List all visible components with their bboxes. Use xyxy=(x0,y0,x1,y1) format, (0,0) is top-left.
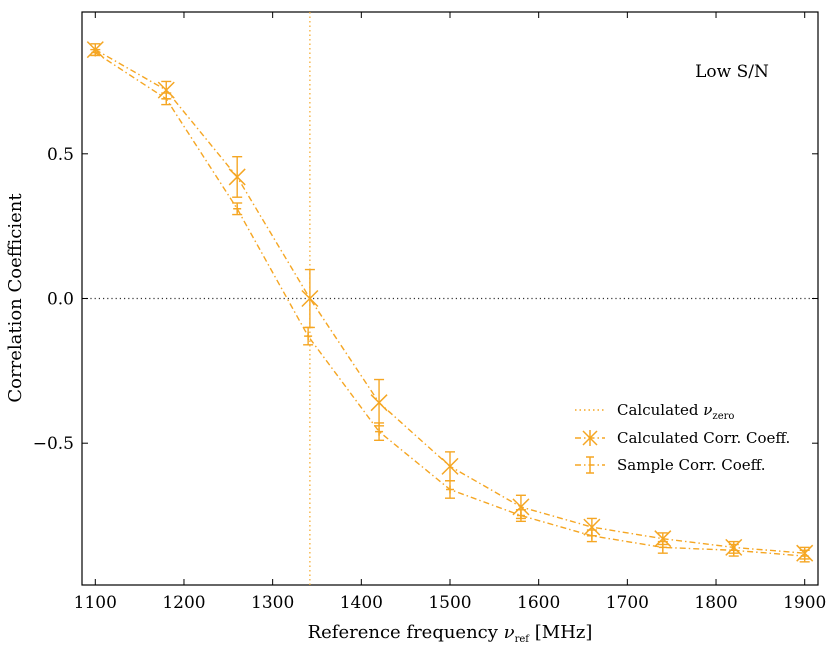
data-point-plus-marker xyxy=(729,546,738,555)
x-axis-label-prefix: Reference frequency xyxy=(308,622,504,643)
legend-sample-label: Sample Corr. Coeff. xyxy=(617,456,766,474)
data-point-plus-marker xyxy=(304,332,313,341)
x-axis-label-sub: ref xyxy=(515,634,531,645)
data-point-x-marker xyxy=(301,289,319,308)
annotation-low-sn: Low S/N xyxy=(695,62,769,82)
data-point-plus-marker xyxy=(658,543,667,552)
data-point-plus-marker xyxy=(375,427,384,436)
y-axis-label: Correlation Coefficient xyxy=(5,193,26,403)
x-axis-label-symbol: ν xyxy=(504,622,515,643)
legend: Calculated νzero Calculated Corr. Coeff.… xyxy=(575,401,790,474)
x-tick-label: 1800 xyxy=(694,593,737,613)
data-point-plus-marker xyxy=(233,204,242,213)
x-axis-label: Reference frequency νref [MHz] xyxy=(308,622,593,645)
x-axis-label-suffix: [MHz] xyxy=(529,622,592,643)
x-tick-label: 1600 xyxy=(517,593,560,613)
data-point-plus-marker xyxy=(587,531,596,540)
x-tick-label: 1200 xyxy=(162,593,205,613)
legend-nu-zero-symbol: ν xyxy=(703,401,712,419)
data-point-x-marker xyxy=(583,518,601,536)
data-point-x-marker xyxy=(370,394,388,412)
data-point-plus-marker xyxy=(516,511,525,520)
reference-lines xyxy=(82,12,818,585)
x-tick-label: 1400 xyxy=(340,593,383,613)
legend-nu-zero-text: Calculated xyxy=(617,401,703,419)
y-tick-label: 0.5 xyxy=(47,145,74,165)
series-sample xyxy=(90,48,810,563)
x-tick-label: 1900 xyxy=(783,593,826,613)
axis-ticks: 1100 1200 1300 1400 1500 1600 1700 1800 1900 −0.5… xyxy=(33,12,826,613)
data-point-x-marker xyxy=(654,530,672,548)
data-point-plus-marker xyxy=(91,48,100,57)
x-tick-label: 1300 xyxy=(251,593,294,613)
y-tick-label: −0.5 xyxy=(33,434,74,454)
series-layer xyxy=(86,41,814,563)
y-tick-label: 0.0 xyxy=(47,290,74,310)
legend-nu-zero-label: Calculated νzero xyxy=(617,401,734,422)
x-tick-label: 1700 xyxy=(606,593,649,613)
data-point-x-marker xyxy=(157,81,175,99)
x-tick-label: 1100 xyxy=(74,593,117,613)
legend-calc-label: Calculated Corr. Coeff. xyxy=(617,429,790,447)
data-point-plus-marker xyxy=(446,485,454,494)
x-tick-label: 1500 xyxy=(428,593,471,613)
data-point-plus-marker xyxy=(800,552,809,561)
data-point-x-marker xyxy=(512,498,530,516)
data-point-x-marker xyxy=(228,168,246,186)
legend-nu-zero-sub: zero xyxy=(712,411,734,422)
data-point-x-marker xyxy=(441,457,459,475)
data-point-plus-marker xyxy=(162,94,171,103)
